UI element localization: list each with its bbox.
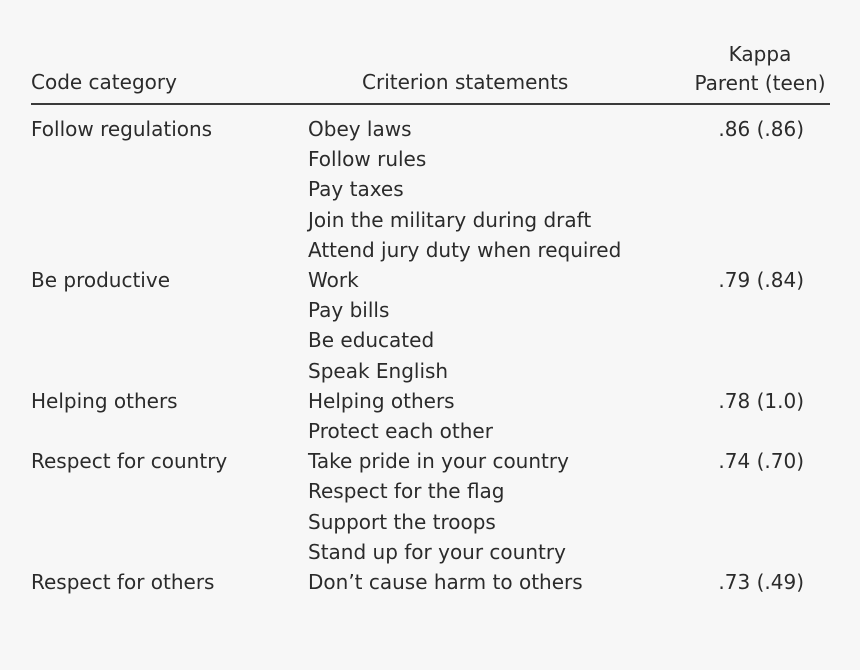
table-row-category: Helping others [31, 388, 178, 413]
table-row-statement: Be educated [308, 328, 435, 353]
table-row-statement: Pay bills [308, 298, 390, 323]
table-row-statement: Obey laws [308, 117, 412, 141]
header-kappa: Kappa Parent (teen) [690, 40, 830, 98]
header-kappa-line2: Parent (teen) [694, 71, 826, 95]
table-row-statement: Stand up for your country [308, 539, 566, 564]
table-row-statement: Follow rules [308, 147, 427, 172]
table-row-category: Be productive [31, 268, 171, 292]
table-row-statement: Speak English [308, 358, 449, 383]
table-row-statement: Support the troops [308, 509, 496, 534]
table-row-statement: Take pride in your country [308, 449, 569, 474]
header-rule [31, 103, 830, 105]
table-row-kappa: .86 (.86) [718, 117, 804, 141]
header-criterion-statements: Criterion statements [362, 70, 569, 94]
table-row-statement: Join the military during draft [308, 207, 592, 232]
table-row-category: Respect for country [31, 449, 228, 474]
table-row-category: Follow regulations [31, 117, 213, 141]
table-row-statement: Work [308, 268, 359, 292]
table-row-kappa: .73 (.49) [718, 570, 804, 594]
table-row-statement: Helping others [308, 388, 455, 413]
table-row-statement: Pay taxes [308, 177, 404, 202]
table-row-kappa: .74 (.70) [718, 449, 804, 474]
table-row-category: Respect for others [31, 570, 215, 594]
table-row-statement: Attend jury duty when required [308, 237, 622, 262]
table-row-kappa: .79 (.84) [718, 268, 804, 292]
header-kappa-line1: Kappa [728, 42, 792, 66]
table-row-statement: Don’t cause harm to others [308, 570, 583, 594]
table-row-statement: Respect for the flag [308, 479, 505, 504]
table-row-kappa: .78 (1.0) [718, 388, 804, 413]
header-code-category: Code category [31, 70, 177, 94]
table-row-statement: Protect each other [308, 419, 493, 443]
